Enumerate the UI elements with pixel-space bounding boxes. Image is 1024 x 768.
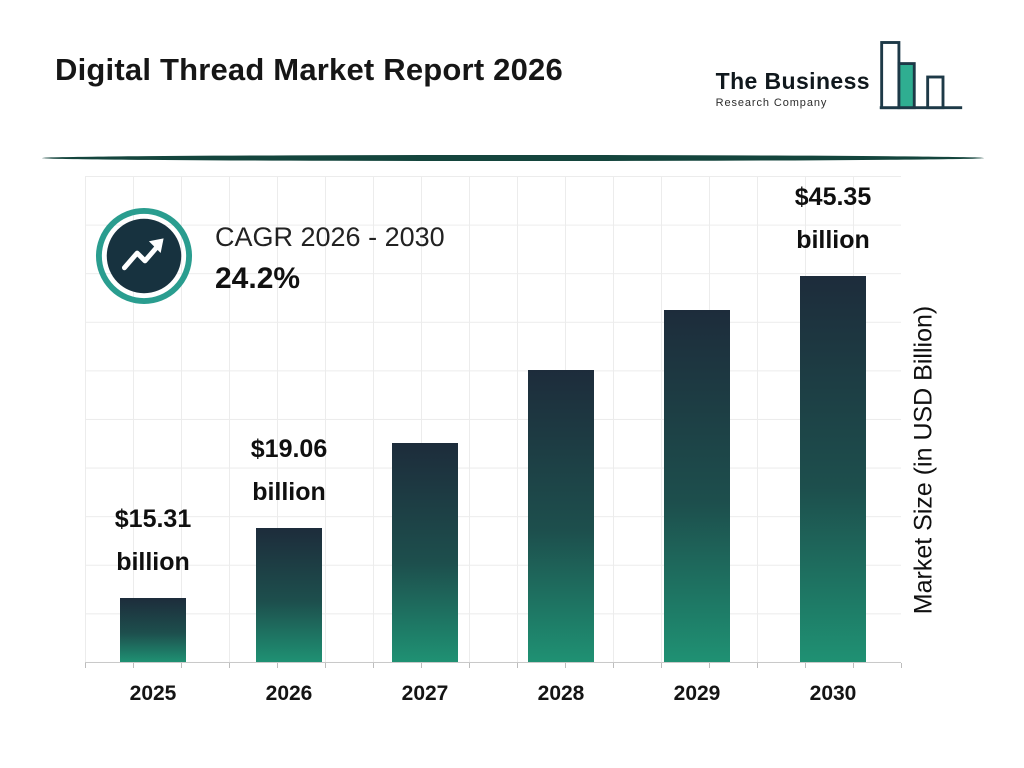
bar-column <box>493 176 629 662</box>
cagr-label: CAGR 2026 - 2030 <box>215 221 445 252</box>
bar <box>392 443 458 662</box>
bar-column <box>629 176 765 662</box>
bar-column: $15.31 billion <box>85 176 221 662</box>
x-axis-tick-label: 2027 <box>401 682 449 705</box>
bar-column: $45.35 billion <box>765 176 901 662</box>
logo-subname: Research Company <box>715 97 828 109</box>
x-axis-ticks <box>85 663 902 668</box>
bar <box>256 528 322 662</box>
bar <box>800 276 866 662</box>
page-title: Digital Thread Market Report 2026 <box>55 52 563 87</box>
logo-text: The Business Research Company <box>716 68 870 109</box>
bar-column <box>357 176 493 662</box>
y-axis-title: Market Size (in USD Billion) <box>909 305 938 615</box>
bar-value-label: $45.35 billion <box>795 176 871 262</box>
x-axis-labels: 2025 2026 2027 2028 2029 2030 <box>85 682 901 706</box>
header-divider <box>42 155 984 161</box>
bar-column: $19.06 billion <box>221 176 357 662</box>
bar-value-amount: $45.35 <box>794 183 872 211</box>
bar-value-unit: billion <box>252 478 326 506</box>
bar-value-unit: billion <box>796 226 870 254</box>
bar-value-label: $19.06 billion <box>251 428 327 514</box>
x-axis-tick-label: 2025 <box>129 682 177 705</box>
chart-plot-area <box>85 176 901 663</box>
logo-name: The Business <box>715 68 870 94</box>
trending-up-arrow-icon <box>95 207 193 310</box>
x-axis-tick-label: 2030 <box>809 682 857 705</box>
bar-value-label: $15.31 billion <box>115 498 191 584</box>
bar <box>664 310 730 662</box>
cagr-value: 24.2% <box>215 261 301 295</box>
bar-series: $15.31 billion $19.06 billion <box>85 176 901 662</box>
bar <box>528 370 594 662</box>
company-logo: The Business Research Company <box>716 38 966 121</box>
bar <box>120 598 186 662</box>
bar-value-amount: $19.06 <box>250 435 328 463</box>
cagr-badge: CAGR 2026 - 2030 24.2% <box>95 207 445 310</box>
x-axis-tick-label: 2028 <box>537 682 585 705</box>
bar-value-unit: billion <box>116 548 190 576</box>
x-axis-tick-label: 2029 <box>673 682 721 705</box>
bar-chart-outline-icon <box>874 38 966 121</box>
bar-value-amount: $15.31 <box>114 505 192 533</box>
x-axis-tick-label: 2026 <box>265 682 313 705</box>
cagr-texts: CAGR 2026 - 2030 24.2% <box>215 222 445 296</box>
